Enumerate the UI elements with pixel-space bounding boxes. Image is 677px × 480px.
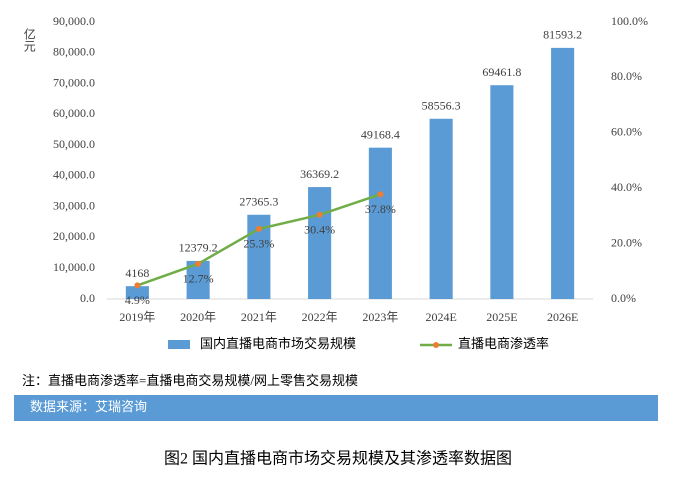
y2-tick-label: 20.0% bbox=[611, 235, 642, 249]
bar bbox=[490, 85, 514, 300]
caption: 图2 国内直播电商市场交易规模及其渗透率数据图 bbox=[164, 450, 512, 468]
note: 注：直播电商渗透率=直播电商交易规模/网上零售交易规模 bbox=[22, 373, 358, 388]
bar bbox=[429, 118, 453, 299]
bar-value-label: 49168.4 bbox=[361, 127, 400, 141]
y2-tick-label: 0.0% bbox=[611, 291, 636, 305]
y2-tick-label: 80.0% bbox=[611, 69, 642, 83]
bar-value-label: 58556.3 bbox=[422, 99, 461, 113]
line-marker bbox=[195, 260, 202, 267]
line-marker bbox=[255, 225, 262, 232]
x-tick-label: 2020年 bbox=[180, 310, 216, 324]
line-value-label: 12.7% bbox=[183, 272, 214, 286]
line-value-label: 25.3% bbox=[243, 237, 274, 251]
y-tick-label: 70,000.0 bbox=[53, 75, 95, 89]
bar bbox=[551, 47, 575, 299]
bar bbox=[186, 260, 210, 299]
y-tick-label: 10,000.0 bbox=[53, 260, 95, 274]
y-tick-label: 80,000.0 bbox=[53, 45, 95, 59]
bar-value-label: 81593.2 bbox=[543, 28, 582, 42]
y-tick-label: 60,000.0 bbox=[53, 106, 95, 120]
bar bbox=[247, 214, 271, 299]
x-tick-label: 2021年 bbox=[241, 310, 277, 324]
x-tick-label: 2025E bbox=[486, 310, 517, 324]
bar-value-label: 69461.8 bbox=[482, 65, 521, 79]
bar bbox=[125, 286, 149, 299]
line-marker bbox=[377, 191, 384, 198]
line-value-label: 30.4% bbox=[304, 223, 335, 237]
line-value-label: 4.9% bbox=[125, 293, 150, 307]
y-axis-label: 亿元 bbox=[22, 27, 36, 53]
legend-marker bbox=[433, 342, 439, 348]
x-tick-label: 2022年 bbox=[302, 310, 338, 324]
bar bbox=[308, 187, 332, 299]
bar bbox=[368, 147, 392, 299]
y-tick-label: 40,000.0 bbox=[53, 168, 95, 182]
bar-value-label: 4168 bbox=[125, 266, 149, 280]
legend-swatch bbox=[168, 340, 190, 349]
line-value-label: 37.8% bbox=[365, 202, 396, 216]
y2-tick-label: 100.0% bbox=[611, 14, 648, 28]
y-tick-label: 20,000.0 bbox=[53, 229, 95, 243]
y2-tick-label: 40.0% bbox=[611, 180, 642, 194]
y-tick-label: 30,000.0 bbox=[53, 198, 95, 212]
line-marker bbox=[134, 282, 141, 289]
x-tick-label: 2023年 bbox=[362, 310, 398, 324]
bar-value-label: 36369.2 bbox=[300, 167, 339, 181]
bar-value-label: 12379.2 bbox=[179, 241, 218, 255]
y-tick-label: 90,000.0 bbox=[53, 14, 95, 28]
x-tick-label: 2026E bbox=[547, 310, 578, 324]
legend-label: 国内直播电商市场交易规模 bbox=[200, 336, 356, 351]
x-tick-label: 2019年 bbox=[119, 310, 155, 324]
source: 数据来源：艾瑞咨询 bbox=[30, 399, 147, 414]
y2-tick-label: 60.0% bbox=[611, 125, 642, 139]
source-banner bbox=[14, 395, 658, 421]
legend-label: 直播电商渗透率 bbox=[458, 336, 549, 351]
bar-value-label: 27365.3 bbox=[239, 195, 278, 209]
line-marker bbox=[316, 211, 323, 218]
y-tick-label: 0.0 bbox=[80, 291, 95, 305]
x-tick-label: 2024E bbox=[425, 310, 456, 324]
y-tick-label: 50,000.0 bbox=[53, 137, 95, 151]
